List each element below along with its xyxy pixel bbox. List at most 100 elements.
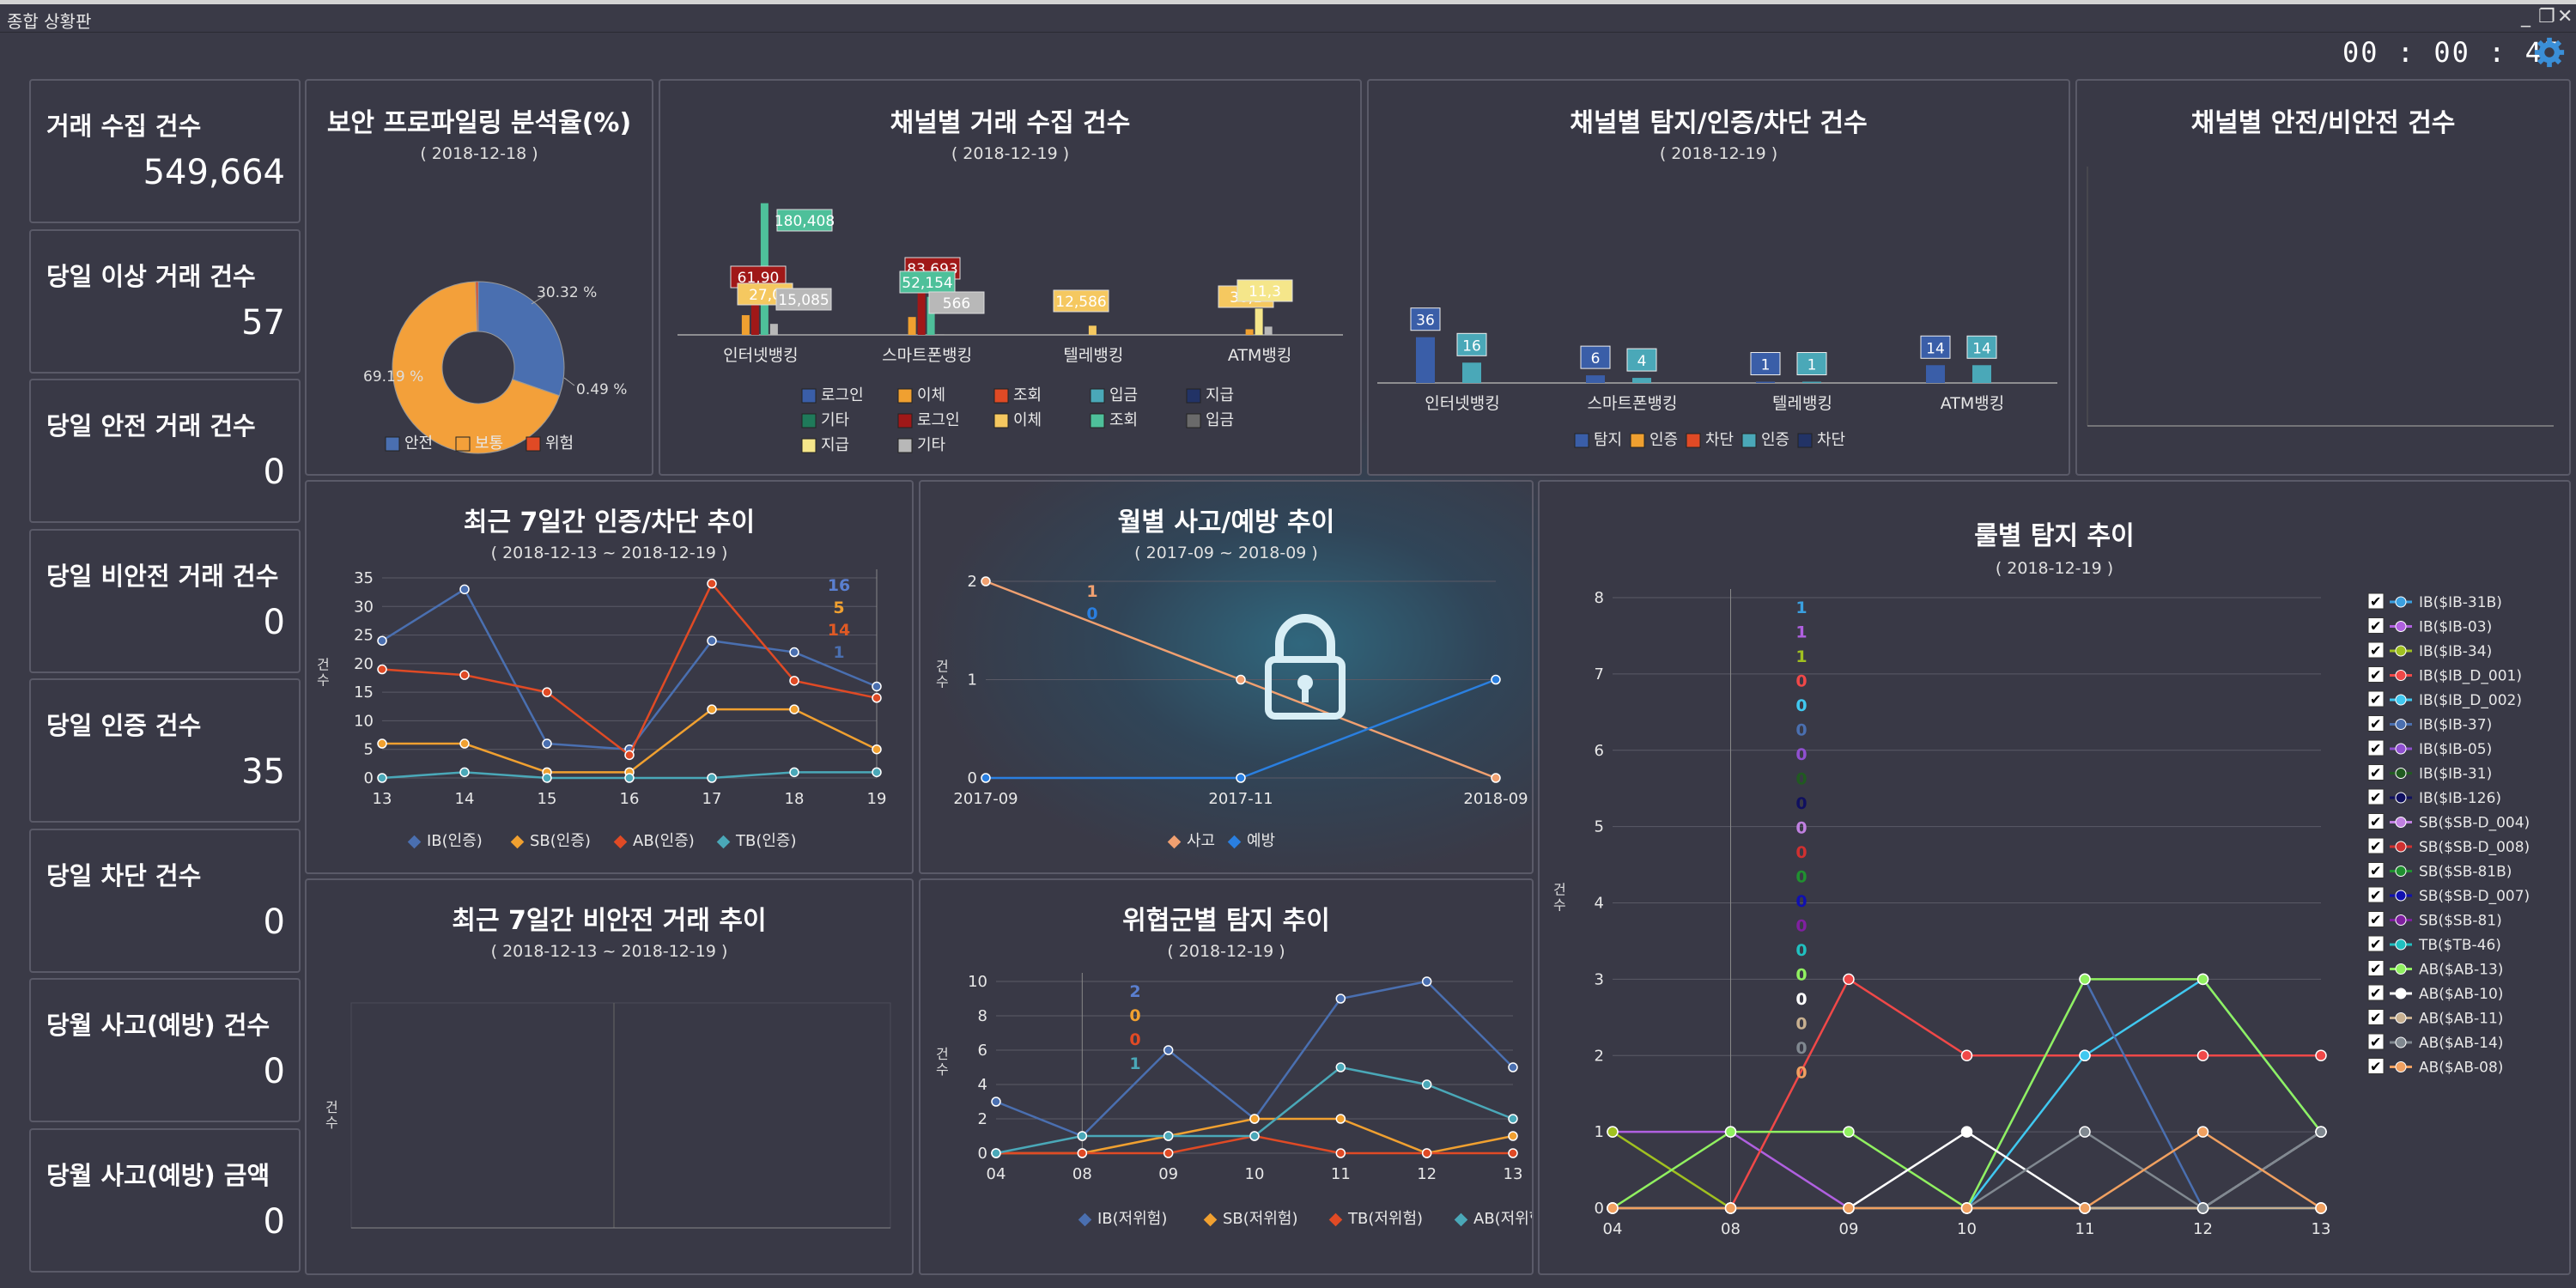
legend-label: 안전	[404, 434, 433, 453]
kpi-card: 거래 수집 건수 549,664	[29, 79, 301, 223]
legend-marker	[2395, 841, 2407, 853]
legend-label: IB(저위험)	[1097, 1210, 1167, 1228]
kpi-value: 0	[263, 1201, 285, 1242]
checkbox-checkmark: ✔	[2370, 667, 2381, 683]
tooltip-value: 0	[1795, 1064, 1807, 1083]
bar	[1416, 337, 1435, 383]
legend-checkbox	[2367, 960, 2385, 976]
series-line	[381, 587, 878, 751]
data-point	[707, 635, 717, 646]
bar-label-box	[1456, 332, 1487, 356]
bar-data-label: 1	[1761, 357, 1771, 374]
bar-label-box	[1580, 345, 1611, 369]
data-point	[2079, 1049, 2091, 1061]
panel-title: 채널별 거래 수집 건수	[890, 108, 1131, 138]
bar	[908, 317, 916, 335]
kpi-label: 당일 차단 건수	[46, 860, 202, 890]
kpi-value: 57	[241, 302, 285, 343]
x-tick-label: 인터넷뱅킹	[1425, 394, 1499, 413]
y-tick-label: 0	[1595, 1200, 1604, 1218]
kpi-value: 549,664	[143, 153, 285, 192]
kpi-card: 당월 사고(예방) 건수 0	[29, 978, 301, 1122]
data-point	[1249, 1131, 1260, 1141]
panel-subtitle: ( 2018-12-19 )	[1995, 559, 2114, 578]
legend-swatch	[1090, 388, 1105, 404]
kpi-value: 35	[241, 752, 285, 792]
x-tick-label: 13	[1504, 1165, 1523, 1183]
checkbox-checkmark: ✔	[2370, 740, 2381, 756]
line-chart: 0 5 10 15 20 25 30 35 13 14 15 16 17 18 19 건 수 16 5 14 1 IB(인…	[317, 569, 886, 850]
kpi-card: 당일 인증 건수 35	[29, 678, 301, 823]
pie-leader	[563, 377, 575, 386]
data-point	[872, 767, 882, 778]
close-icon[interactable]: ✕	[2557, 6, 2573, 27]
legend-marker	[510, 835, 525, 849]
bar-data-label: 180,408	[775, 213, 835, 230]
checkbox-checkmark: ✔	[2370, 936, 2381, 952]
panel-channel-detect: 채널별 탐지/인증/차단 건수 ( 2018-12-19 ) 인터넷뱅킹 36 16…	[1367, 79, 2070, 476]
legend-marker	[1454, 1212, 1468, 1227]
legend-label: IB($IB-37)	[2419, 717, 2492, 734]
bar-label-box	[928, 291, 985, 314]
legend-checkbox	[2367, 788, 2385, 805]
y-tick-label: 20	[354, 655, 374, 673]
minimize-icon[interactable]: _	[2521, 6, 2530, 27]
checkbox-checkmark: ✔	[2370, 1034, 2381, 1050]
data-point	[1421, 1148, 1432, 1158]
x-tick-label: 14	[455, 790, 475, 808]
legend-label: AB($AB-10)	[2419, 986, 2503, 1003]
kpi-value: 0	[263, 602, 285, 642]
x-tick-label: 10	[1245, 1165, 1265, 1183]
y-tick-label: 1	[968, 671, 977, 690]
legend-label: SB($SB-D_008)	[2419, 839, 2530, 856]
legend-label: AB(인증)	[633, 832, 695, 850]
panel-subtitle: ( 2018-12-19 )	[951, 144, 1070, 163]
legend-label: 로그인	[821, 386, 864, 404]
data-point	[542, 687, 552, 697]
data-point	[377, 635, 387, 646]
legend-label: 차단	[1705, 431, 1734, 449]
empty-chart-area	[2087, 167, 2554, 427]
y-tick-label: 5	[1595, 818, 1604, 836]
legend-label: SB(저위험)	[1223, 1210, 1298, 1228]
series-line	[1613, 1130, 2322, 1210]
restore-icon[interactable]: ❐	[2538, 6, 2555, 27]
legend-checkbox	[2367, 911, 2385, 927]
x-tick-label: 2018-09	[1463, 790, 1528, 808]
legend-label: 위험	[545, 434, 574, 453]
legend-label: SB(인증)	[530, 832, 591, 850]
checkbox-checkmark: ✔	[2370, 593, 2381, 610]
x-tick-label: 11	[2075, 1220, 2095, 1238]
y-tick-label: 10	[354, 712, 374, 730]
tooltip-value: 0	[1795, 819, 1807, 838]
data-point	[2079, 1126, 2091, 1138]
tooltip-value: 0	[1795, 696, 1807, 715]
gear-icon[interactable]	[2533, 36, 2566, 69]
tooltip-value: 1	[833, 643, 844, 662]
tooltip-value: 2	[1129, 982, 1140, 1001]
tooltip-value: 1	[1795, 647, 1807, 666]
x-tick-label: 17	[702, 790, 722, 808]
x-tick-label: 10	[1957, 1220, 1977, 1238]
y-tick-label: 5	[364, 741, 374, 759]
data-point	[707, 578, 717, 589]
panel-threat-trend: 위협군별 탐지 추이 ( 2018-12-19 ) 0 2 4 6 8 10 04 08 09 1…	[919, 878, 1534, 1275]
bar-label-box	[1966, 335, 1997, 359]
bar-label-box	[1236, 279, 1293, 302]
legend-label: 이체	[917, 386, 945, 404]
series-line	[995, 980, 1514, 1138]
tooltip-value: 0	[1129, 1006, 1140, 1025]
legend-label: AB(저위험)	[1473, 1210, 1532, 1228]
data-point	[2079, 1202, 2091, 1214]
bar-data-label: 61,90	[738, 270, 780, 287]
panel-title: 보안 프로파일링 분석율(%)	[326, 108, 632, 138]
y-tick-label: 0	[968, 769, 977, 787]
tooltip-value: 16	[828, 576, 850, 595]
panel-subtitle: ( 2018-12-13 ~ 2018-12-19 )	[490, 942, 728, 961]
kpi-label: 당일 안전 거래 건수	[46, 411, 256, 440]
data-point	[459, 767, 470, 778]
legend-swatch	[801, 388, 817, 404]
legend-checkbox	[2367, 666, 2385, 683]
